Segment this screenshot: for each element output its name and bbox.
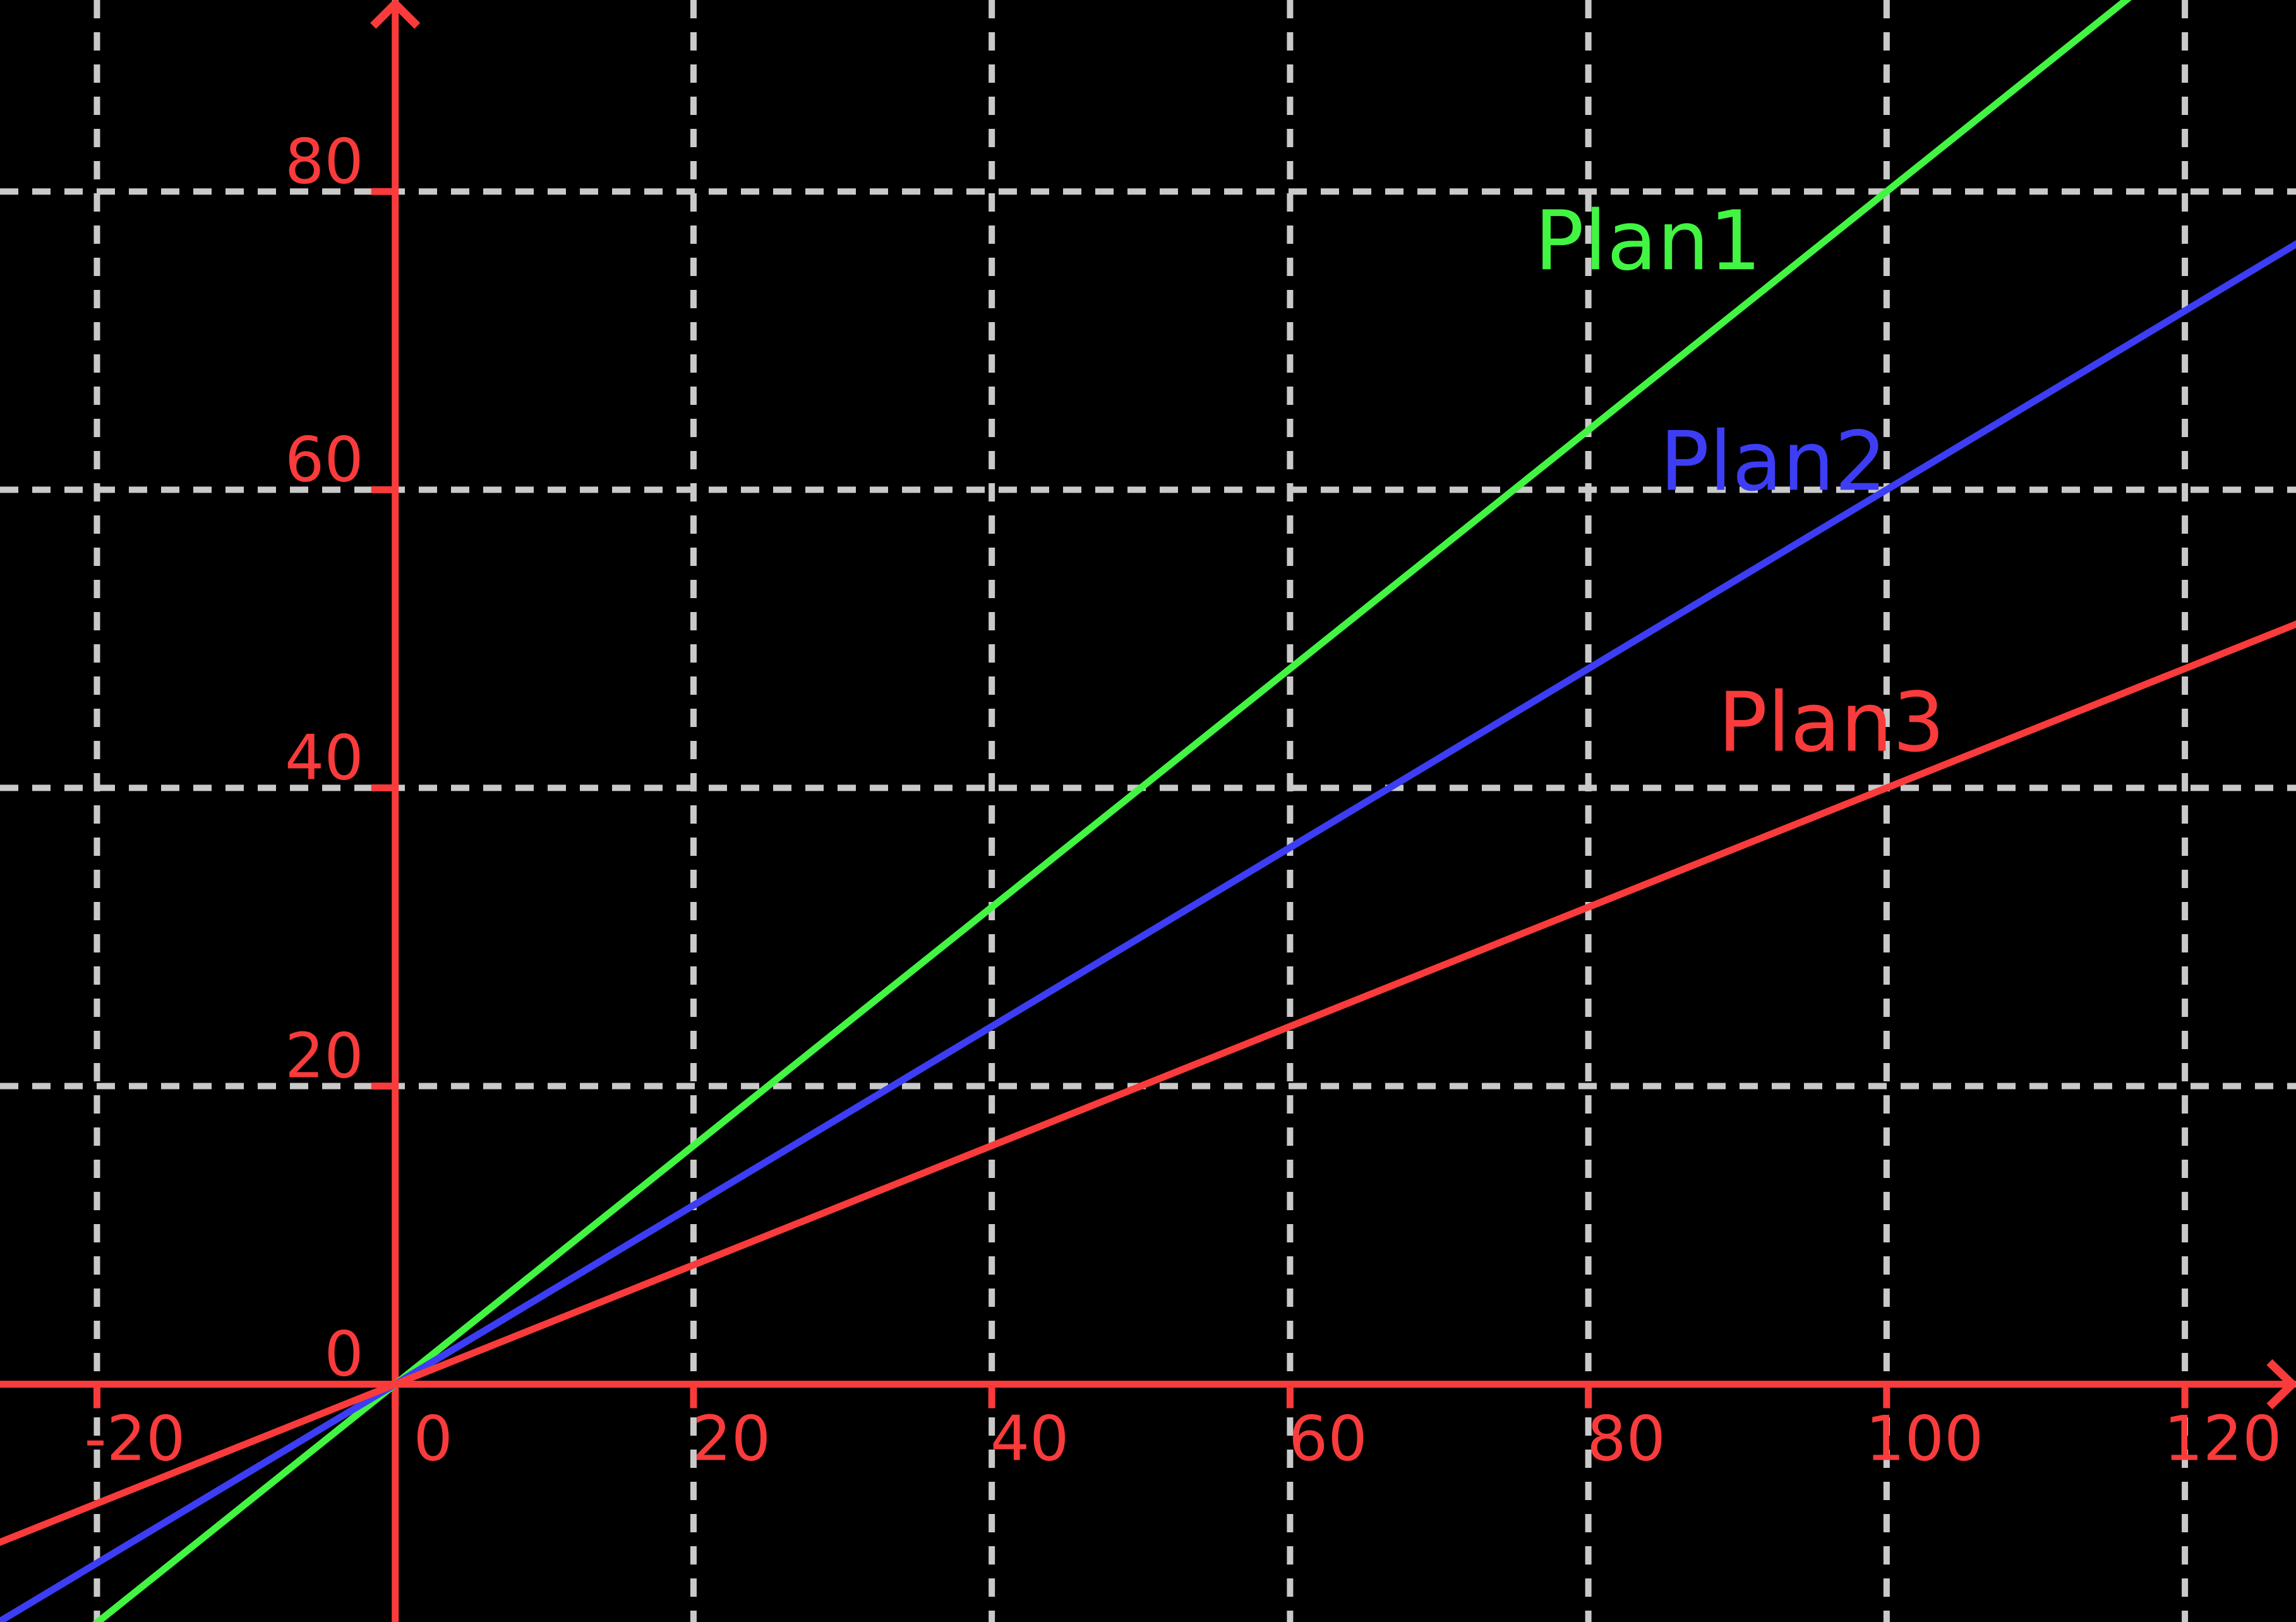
x-tick-label: 80 (1587, 1403, 1666, 1475)
y-tick-label: 60 (285, 424, 364, 496)
y-tick-label: 0 (324, 1319, 363, 1391)
y-tick-label: 80 (285, 126, 364, 198)
series-line-plan3 (0, 620, 2296, 1546)
x-tick-label: -20 (84, 1403, 185, 1475)
x-tick-label: 20 (692, 1403, 771, 1475)
x-tick-label: 120 (2164, 1403, 2282, 1475)
series-label-plan3: Plan3 (1718, 675, 1945, 771)
x-tick-label: 40 (990, 1403, 1069, 1475)
x-axis-arrow-icon (2266, 1359, 2296, 1410)
x-tick-label: 60 (1289, 1403, 1367, 1475)
y-tick-label: 40 (285, 722, 364, 794)
x-tick-label: 0 (414, 1403, 453, 1475)
y-axis-arrow-icon (370, 0, 421, 29)
series-line-plan2 (0, 240, 2296, 1622)
x-tick-label: 100 (1865, 1403, 1983, 1475)
y-tick-label: 20 (285, 1020, 364, 1092)
series-label-plan2: Plan2 (1660, 414, 1887, 510)
series-label-plan1: Plan1 (1534, 193, 1761, 289)
